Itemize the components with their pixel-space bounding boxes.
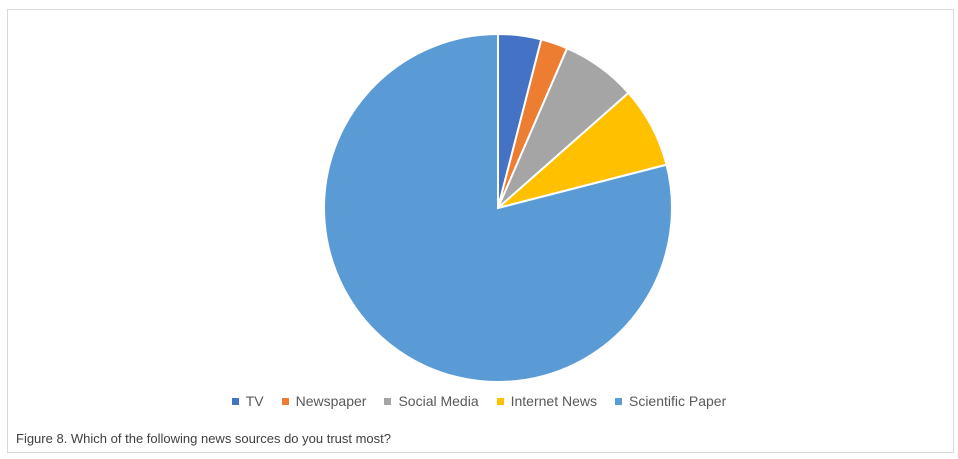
legend-swatch: [231, 397, 239, 405]
legend-swatch: [614, 397, 622, 405]
legend-label: TV: [245, 393, 264, 409]
pie-slice-scientific-paper: [323, 32, 673, 383]
legend-label: Social Media: [398, 393, 479, 409]
legend-swatch: [281, 397, 289, 405]
legend-swatch: [496, 397, 504, 405]
legend-item-tv: TV: [231, 393, 264, 409]
legend-swatch: [384, 397, 392, 405]
legend-item-scientific-paper: Scientific Paper: [614, 393, 727, 409]
legend-item-internet-news: Internet News: [496, 393, 597, 409]
figure-caption: Figure 8. Which of the following news so…: [16, 431, 392, 446]
legend-item-newspaper: Newspaper: [281, 393, 367, 409]
chart-legend: TV Newspaper Social Media Internet News Scie…: [0, 393, 958, 409]
legend-item-social-media: Social Media: [384, 393, 479, 409]
legend-label: Newspaper: [295, 393, 367, 409]
legend-label: Scientific Paper: [628, 393, 727, 409]
legend-label: Internet News: [510, 393, 597, 409]
